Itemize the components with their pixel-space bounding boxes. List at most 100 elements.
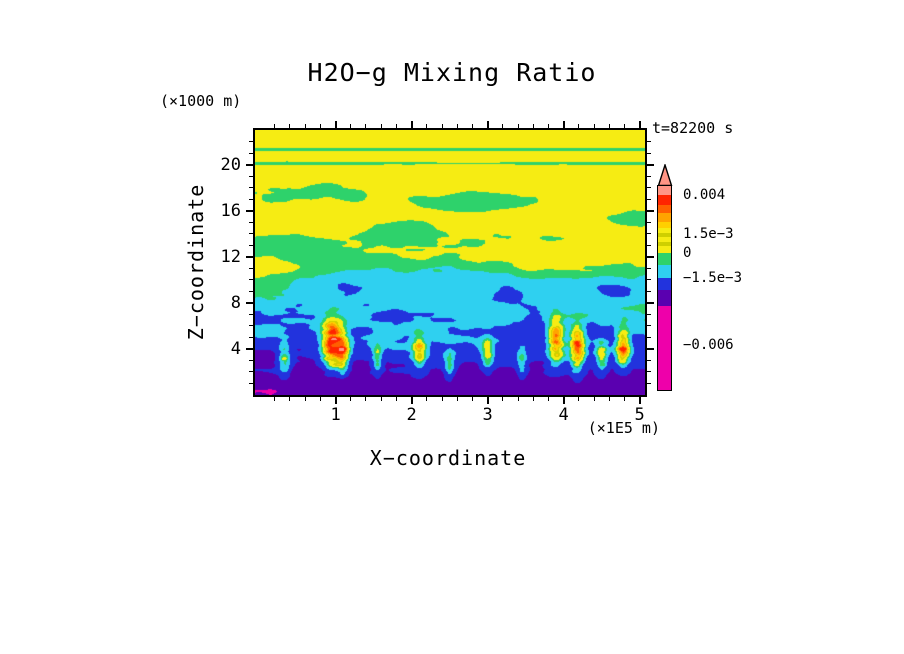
tick-mark — [249, 198, 253, 200]
chart-title: H2O−g Mixing Ratio — [307, 58, 597, 87]
tick-mark — [547, 124, 549, 128]
tick-mark — [249, 187, 253, 189]
colorbar-segment — [658, 205, 671, 213]
tick-mark — [608, 397, 610, 401]
tick-mark — [249, 244, 253, 246]
tick-mark — [249, 233, 253, 235]
tick-mark — [471, 124, 473, 128]
tick-mark — [623, 397, 625, 401]
tick-mark — [562, 397, 565, 404]
colorbar-segment — [658, 242, 671, 246]
colorbar-label: 0 — [683, 244, 692, 261]
tick-mark — [502, 124, 504, 128]
tick-mark — [517, 124, 519, 128]
colorbar-segment — [658, 306, 671, 390]
y-tick-label: 16 — [220, 200, 241, 221]
y-axis-unit-label: (×1000 m) — [160, 92, 242, 110]
tick-mark — [593, 124, 595, 128]
tick-mark — [532, 397, 534, 401]
tick-mark — [647, 325, 651, 327]
tick-mark — [647, 152, 651, 154]
tick-mark — [350, 124, 352, 128]
tick-mark — [647, 198, 651, 200]
tick-mark — [246, 255, 253, 258]
tick-mark — [547, 397, 549, 401]
tick-mark — [426, 124, 428, 128]
x-tick-label: 3 — [482, 405, 493, 425]
tick-mark — [249, 313, 253, 315]
tick-mark — [249, 325, 253, 327]
colorbar-label: 1.5e−3 — [683, 225, 734, 242]
tick-mark — [304, 397, 306, 401]
tick-mark — [410, 397, 413, 404]
tick-mark — [249, 267, 253, 269]
tick-mark — [249, 152, 253, 154]
tick-mark — [334, 397, 337, 404]
tick-mark — [380, 397, 382, 401]
colorbar-label: 0.004 — [683, 186, 726, 203]
colorbar-segment — [658, 195, 671, 205]
tick-mark — [517, 397, 519, 401]
colorbar-segment — [658, 186, 671, 195]
tick-mark — [456, 397, 458, 401]
colorbar: 0.004 1.5e−3 0 −1.5e−3 −0.006 — [657, 164, 767, 414]
colorbar-segment — [658, 213, 671, 222]
plot-area — [253, 128, 647, 397]
tick-mark — [647, 290, 651, 292]
tick-mark — [249, 336, 253, 338]
x-axis-title: X−coordinate — [369, 446, 527, 470]
timestamp-label: t=82200 s — [652, 119, 734, 137]
tick-mark — [647, 382, 651, 384]
tick-mark — [249, 175, 253, 177]
tick-mark — [246, 209, 253, 212]
tick-mark — [562, 121, 565, 128]
tick-mark — [289, 397, 291, 401]
tick-mark — [304, 124, 306, 128]
tick-mark — [578, 397, 580, 401]
tick-mark — [647, 279, 651, 281]
tick-mark — [647, 244, 651, 246]
y-tick-label: 4 — [230, 338, 241, 359]
tick-mark — [647, 301, 654, 304]
tick-mark — [365, 397, 367, 401]
x-tick-label: 5 — [634, 405, 645, 425]
tick-mark — [647, 187, 651, 189]
tick-mark — [456, 124, 458, 128]
tick-mark — [289, 124, 291, 128]
colorbar-label: −0.006 — [683, 336, 734, 353]
tick-mark — [395, 124, 397, 128]
colorbar-segment — [658, 233, 671, 237]
tick-mark — [334, 121, 337, 128]
colorbar-segment — [658, 278, 671, 290]
tick-mark — [441, 124, 443, 128]
tick-mark — [246, 163, 253, 166]
tick-mark — [486, 397, 489, 404]
tick-mark — [350, 397, 352, 401]
tick-mark — [249, 221, 253, 223]
tick-mark — [638, 121, 641, 128]
tick-mark — [647, 336, 651, 338]
x-axis-unit-label: (×1E5 m) — [587, 419, 660, 437]
tick-mark — [647, 359, 651, 361]
colorbar-segment — [658, 222, 671, 228]
tick-mark — [647, 313, 651, 315]
tick-mark — [532, 124, 534, 128]
tick-mark — [647, 141, 651, 143]
colorbar-segment — [658, 246, 671, 253]
colorbar-segment — [658, 290, 671, 306]
tick-mark — [246, 301, 253, 304]
tick-mark — [249, 371, 253, 373]
x-tick-label: 4 — [558, 405, 569, 425]
tick-mark — [647, 221, 651, 223]
colorbar-segment — [658, 265, 671, 278]
tick-mark — [647, 255, 654, 258]
tick-mark — [246, 347, 253, 350]
tick-mark — [249, 359, 253, 361]
tick-mark — [647, 209, 654, 212]
tick-mark — [426, 397, 428, 401]
tick-mark — [274, 397, 276, 401]
y-tick-label: 8 — [230, 292, 241, 313]
tick-mark — [319, 124, 321, 128]
tick-mark — [274, 124, 276, 128]
colorbar-label: −1.5e−3 — [683, 270, 743, 286]
